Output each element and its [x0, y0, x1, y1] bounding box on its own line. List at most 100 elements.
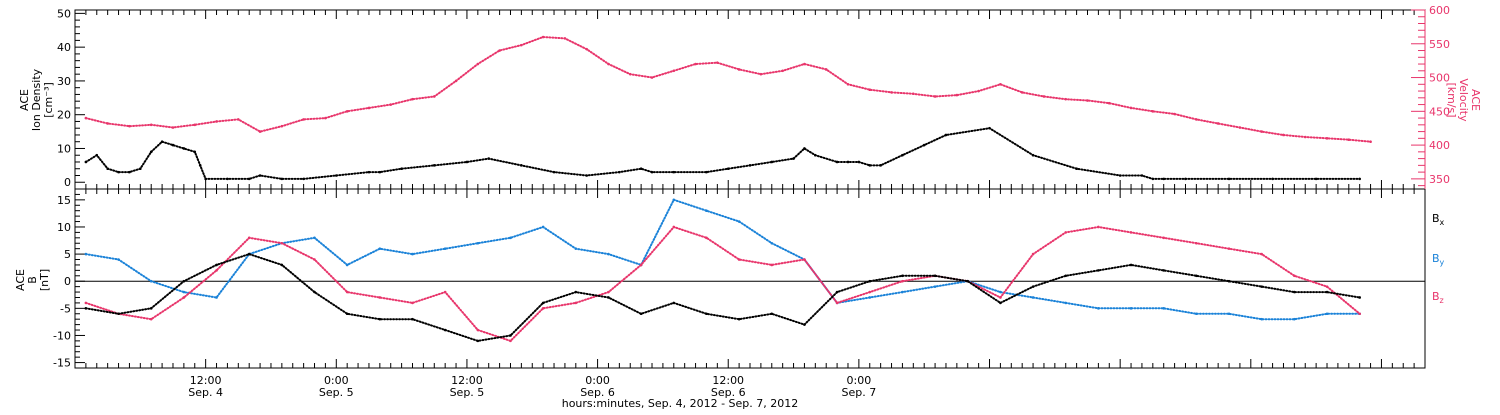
- density-point: [160, 140, 164, 144]
- bx-point: [117, 312, 120, 316]
- velocity-point: [1107, 101, 1111, 105]
- bx-point: [966, 279, 970, 283]
- data-layer: [84, 35, 1372, 343]
- density-point: [803, 147, 806, 150]
- density-point: [857, 160, 861, 164]
- density-point: [84, 160, 88, 164]
- by-point: [1031, 296, 1035, 299]
- by-point: [737, 220, 741, 223]
- velocity-point: [476, 62, 480, 66]
- by-point: [117, 258, 120, 261]
- by-point: [1260, 317, 1263, 321]
- bx-point: [607, 296, 610, 299]
- x-tick-time-3: 0:00: [585, 374, 610, 387]
- by-point: [1227, 312, 1231, 316]
- velocity-point: [694, 62, 697, 66]
- bz-point: [378, 296, 382, 299]
- by-point: [607, 252, 610, 256]
- density-point: [922, 143, 926, 147]
- density-point: [770, 160, 774, 164]
- velocity-tick-label-550: 550: [1429, 38, 1450, 51]
- bz-point: [247, 236, 251, 240]
- x-tick-time-1: 0:00: [324, 374, 349, 387]
- field-tick-label-15: 15: [57, 194, 71, 207]
- bx-point: [1260, 285, 1263, 288]
- field-axis-title-line1: ACE: [14, 269, 27, 291]
- density-point: [585, 174, 588, 177]
- bz-point: [574, 301, 578, 305]
- x-tick-day-4: Sep. 6: [711, 386, 746, 399]
- velocity-point: [1216, 122, 1220, 125]
- density-tick-label-30: 30: [57, 75, 71, 88]
- bz-trace: [84, 225, 1361, 343]
- bx-point: [1293, 290, 1296, 294]
- velocity-point: [868, 88, 872, 92]
- density-point: [302, 177, 305, 181]
- by-point: [933, 285, 937, 288]
- velocity-point: [716, 61, 719, 64]
- bx-point: [574, 290, 578, 294]
- bx-point: [1097, 269, 1100, 272]
- density-point: [149, 150, 153, 154]
- velocity-point: [1064, 97, 1068, 101]
- density-point: [672, 170, 676, 174]
- bz-point: [182, 296, 186, 299]
- velocity-tick-label-350: 350: [1429, 173, 1450, 186]
- velocity-point: [759, 72, 763, 76]
- velocity-tick-label-600: 600: [1429, 4, 1450, 17]
- density-point: [367, 170, 371, 174]
- density-point: [1031, 153, 1035, 157]
- bx-point: [672, 301, 676, 305]
- density-point: [1227, 177, 1231, 181]
- by-point: [182, 290, 186, 294]
- velocity-point: [454, 79, 458, 83]
- bz-point: [84, 301, 88, 305]
- velocity-axis-title-line2: Velocity: [1457, 78, 1470, 122]
- field-axis-title: ACE B [nT]: [14, 269, 51, 291]
- legend-bz-label: B: [1432, 290, 1440, 303]
- velocity-point: [1020, 91, 1024, 94]
- velocity-tick-label-400: 400: [1429, 139, 1450, 152]
- density-point: [198, 164, 202, 167]
- density-point: [1358, 177, 1361, 181]
- by-point: [313, 236, 316, 240]
- velocity-point: [171, 126, 175, 129]
- density-point: [128, 170, 131, 174]
- bx-point: [345, 312, 349, 316]
- legend-bz-sub: z: [1440, 296, 1444, 305]
- bx-point: [737, 317, 741, 321]
- density-point: [258, 174, 262, 177]
- field-tick-label--10: -10: [53, 329, 71, 342]
- legend-by: By: [1432, 252, 1445, 267]
- by-point: [1162, 307, 1166, 310]
- velocity-point: [1086, 99, 1089, 102]
- velocity-point: [345, 110, 349, 113]
- bz-point: [476, 328, 480, 332]
- density-point: [1140, 174, 1144, 177]
- bx-point: [933, 274, 937, 278]
- velocity-point: [1325, 137, 1329, 140]
- bz-point: [1325, 285, 1329, 288]
- density-tick-label-20: 20: [57, 109, 71, 122]
- legend-bx-label: B: [1432, 212, 1440, 225]
- velocity-point: [149, 123, 153, 127]
- velocity-point: [955, 93, 959, 97]
- x-tick-time-2: 12:00: [451, 374, 483, 387]
- bz-point: [639, 263, 643, 267]
- field-tick-label-0: 0: [64, 275, 71, 288]
- by-point: [378, 247, 382, 250]
- density-point: [400, 167, 403, 171]
- field-tick-label--5: -5: [60, 302, 71, 315]
- bx-trace: [84, 253, 1361, 342]
- velocity-point: [1303, 135, 1307, 139]
- by-point: [1064, 301, 1068, 305]
- velocity-point: [1369, 140, 1372, 144]
- density-tick-label-50: 50: [57, 7, 71, 20]
- density-tick-label-0: 0: [64, 176, 71, 189]
- by-point: [1325, 312, 1329, 316]
- bx-point: [999, 301, 1002, 305]
- bz-point: [705, 236, 708, 240]
- density-point: [552, 170, 556, 174]
- x-tick-day-5: Sep. 7: [842, 386, 877, 399]
